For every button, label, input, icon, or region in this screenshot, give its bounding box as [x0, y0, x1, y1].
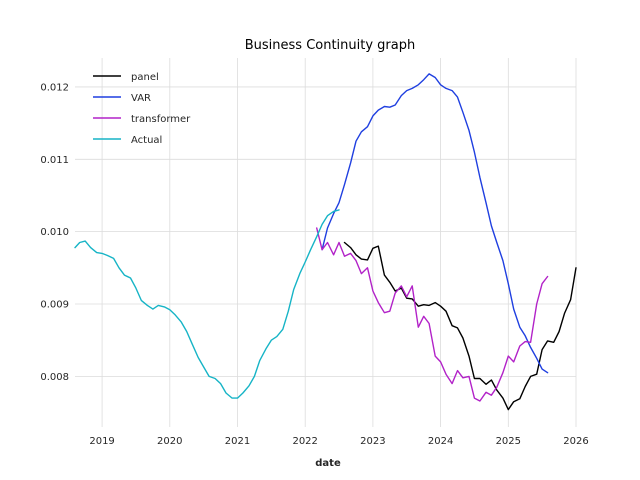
legend-label: panel [131, 72, 159, 83]
y-tick-label: 0.010 [40, 227, 69, 238]
x-tick-label: 2019 [89, 436, 114, 447]
x-tick-label: 2020 [157, 436, 182, 447]
legend-label: Actual [131, 135, 162, 146]
x-tick-label: 2024 [428, 436, 453, 447]
legend-label: VAR [131, 93, 151, 104]
y-tick-label: 0.012 [40, 82, 69, 93]
x-axis-label: date [315, 458, 341, 469]
legend: panel VAR transformer Actual [93, 72, 191, 146]
series-line-transformer [316, 227, 549, 402]
series-line-actual [74, 209, 340, 399]
x-tick-label: 2025 [496, 436, 521, 447]
series-lines [74, 73, 577, 411]
grid [75, 58, 577, 427]
x-axis-ticks: 2019 2020 2021 2022 2023 2024 2025 2026 [89, 436, 588, 447]
x-tick-label: 2023 [360, 436, 385, 447]
legend-label: transformer [131, 114, 191, 125]
y-axis-ticks: 0.008 0.009 0.010 0.011 0.012 [40, 82, 69, 382]
x-tick-label: 2021 [225, 436, 250, 447]
chart-title: Business Continuity graph [245, 38, 416, 53]
y-tick-label: 0.008 [40, 372, 69, 383]
series-line-var [321, 73, 549, 374]
y-tick-label: 0.009 [40, 300, 69, 311]
series-line-panel [343, 241, 577, 411]
x-tick-label: 2026 [563, 436, 588, 447]
y-tick-label: 0.011 [40, 155, 69, 166]
x-tick-label: 2022 [292, 436, 317, 447]
